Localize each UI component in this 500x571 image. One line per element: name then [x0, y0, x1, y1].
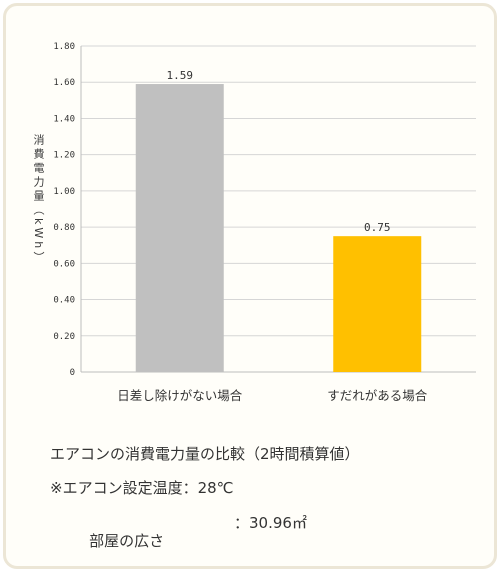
y-tick-label: 0.60: [53, 259, 75, 269]
y-tick-label: 0.80: [53, 223, 75, 233]
y-tick-label: 1.00: [53, 187, 75, 197]
room-size-value: ：30.96㎡: [234, 514, 307, 532]
y-tick-label: 0: [70, 368, 75, 378]
room-size-label: 部屋の広さ: [89, 532, 165, 550]
caption-title: エアコンの消費電力量の比較（2時間積算値）: [50, 445, 360, 463]
x-category-label: 日差し除けがない場合: [117, 388, 243, 403]
bar: [135, 84, 224, 373]
y-tick-label: 0.40: [53, 296, 75, 306]
caption-setting-temperature: ※エアコン設定温度：28℃: [50, 479, 234, 497]
bar-value-label: 0.75: [364, 221, 391, 234]
y-tick-label: 1.20: [53, 151, 75, 161]
y-tick-label: 1.60: [53, 78, 75, 88]
bar-chart: 0 0.20 0.40 0.60 0.80 1.00 1.20 1.40 1.60 1.80 1.5…: [53, 42, 476, 403]
chart-card: 0 0.20 0.40 0.60 0.80 1.00 1.20 1.40 1.60 1.80 1.5…: [3, 3, 497, 569]
y-tick-label: 1.40: [53, 114, 75, 124]
bar: [333, 236, 422, 372]
bar-value-label: 1.59: [167, 69, 194, 82]
caption-room-size: 部屋の広さ ：30.96㎡: [50, 512, 307, 569]
y-tick-label: 1.80: [53, 42, 75, 52]
x-category-label: すだれがある場合: [327, 388, 428, 403]
y-tick-label: 0.20: [53, 332, 75, 342]
y-axis-label: 消費電力量（kWh）: [32, 134, 45, 266]
